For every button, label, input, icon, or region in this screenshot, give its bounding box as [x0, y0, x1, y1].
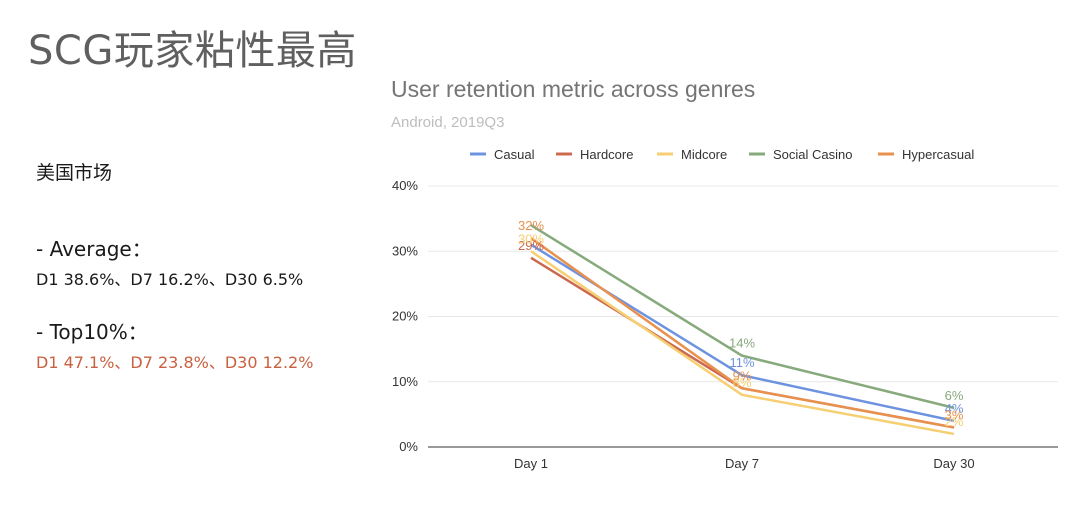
legend-item-social-casino[interactable]: Social Casino: [749, 147, 853, 162]
data-label: 3%: [945, 407, 964, 422]
data-label: 6%: [945, 388, 964, 403]
legend-label: Midcore: [681, 147, 727, 162]
data-labels: 11% 4% 29%30% 8% 2% 14% 6% 32% 9% 3%: [518, 218, 964, 429]
y-tick-label: 10%: [392, 374, 418, 389]
y-axis-ticks: 0% 10% 20% 30% 40%: [392, 178, 418, 454]
x-axis-ticks: Day 1 Day 7 Day 30: [514, 456, 975, 471]
data-label: 2%: [945, 414, 964, 429]
top10-heading: - Top10%：: [36, 320, 148, 344]
legend-item-midcore[interactable]: Midcore: [657, 147, 727, 162]
data-label: 14%: [729, 336, 755, 351]
data-label: 30%: [518, 231, 544, 246]
summary-panel: 美国市场 - Average： D1 38.6%、D7 16.2%、D30 6.…: [36, 158, 366, 373]
series-line-social-casino: [530, 224, 955, 410]
x-tick-label: Day 1: [514, 456, 548, 471]
series-line-midcore: [530, 250, 955, 436]
data-label: 9%: [733, 368, 752, 383]
y-tick-label: 40%: [392, 178, 418, 193]
y-tick-label: 20%: [392, 309, 418, 324]
top10-values: D1 47.1%、D7 23.8%、D30 12.2%: [36, 353, 314, 372]
x-tick-label: Day 7: [725, 456, 759, 471]
legend-item-hypercasual[interactable]: Hypercasual: [878, 147, 974, 162]
legend-label: Social Casino: [773, 147, 853, 162]
page-title: SCG玩家粘性最高: [28, 28, 357, 74]
data-label: 8%: [733, 375, 752, 390]
legend: Casual Hardcore Midcore Social Casino Hyperc…: [470, 147, 974, 162]
data-label: 11%: [729, 355, 754, 370]
data-label: 32%: [518, 218, 544, 233]
legend-item-casual[interactable]: Casual: [470, 147, 535, 162]
data-label: 4%: [945, 401, 964, 416]
series-lines: [530, 224, 955, 436]
legend-label: Hypercasual: [902, 147, 974, 162]
series-line-hypercasual: [530, 237, 955, 429]
market-label: 美国市场: [36, 162, 113, 184]
y-tick-label: 30%: [392, 243, 418, 258]
x-tick-label: Day 30: [933, 456, 974, 471]
legend-label: Hardcore: [580, 147, 633, 162]
average-values: D1 38.6%、D7 16.2%、D30 6.5%: [36, 270, 304, 289]
chart-subtitle: Android, 2019Q3: [391, 114, 505, 131]
data-label: 29%: [518, 238, 544, 253]
legend-label: Casual: [494, 147, 535, 162]
chart-title: User retention metric across genres: [391, 76, 756, 102]
y-tick-label: 0%: [399, 439, 418, 454]
average-heading: - Average：: [36, 237, 152, 261]
legend-item-hardcore[interactable]: Hardcore: [556, 147, 633, 162]
